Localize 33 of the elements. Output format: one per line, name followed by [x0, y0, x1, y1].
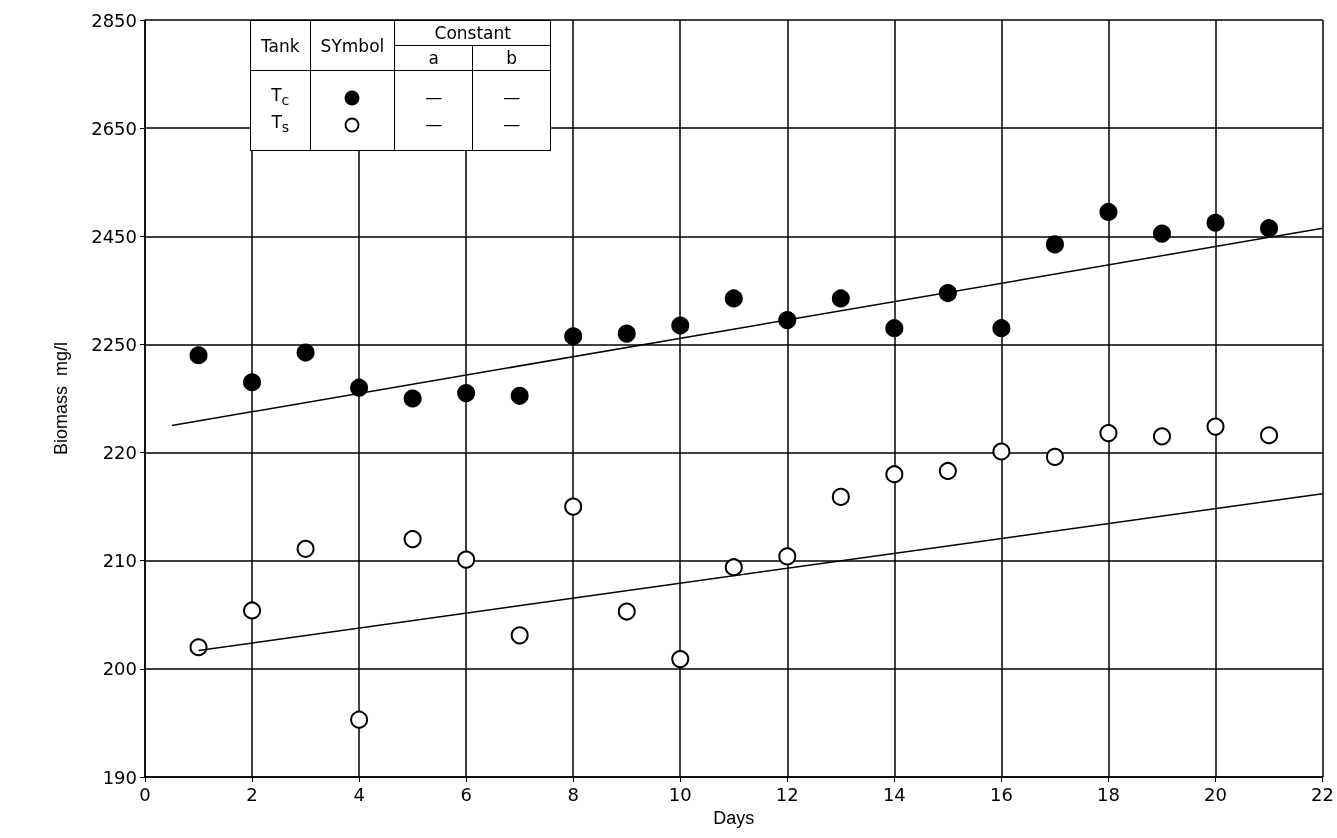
annotation: —	[394, 70, 473, 111]
annotation: b	[472, 45, 551, 71]
y-tick-label: 2450	[91, 225, 137, 247]
annotation: Constant	[394, 20, 551, 46]
x-tick-label: 18	[1097, 783, 1120, 805]
x-tick-label: 2	[246, 783, 258, 805]
x-tick-label: 4	[353, 783, 365, 805]
y2-tick-label: 210	[102, 550, 137, 572]
annotation: —	[394, 110, 473, 151]
y-tick-label: 2650	[91, 117, 137, 139]
x-tick-label: 0	[139, 783, 151, 805]
legend-label: T$_{s}$	[250, 110, 311, 151]
annotation: —	[472, 110, 551, 151]
x-tick-label: 12	[775, 783, 799, 805]
annotation: —	[472, 70, 551, 111]
y2-tick-label: 190	[102, 766, 137, 788]
annotation: Tank	[250, 20, 311, 71]
x-tick-label: 16	[989, 783, 1013, 805]
y2-tick-label: 220	[102, 442, 137, 464]
x-tick-label: 20	[1204, 783, 1227, 805]
annotation: a	[394, 45, 473, 71]
y-axis-title: Biomass mg/l	[51, 341, 71, 456]
annotation: SYmbol	[310, 20, 395, 71]
x-tick-label: 14	[882, 783, 906, 805]
x-tick-label: 6	[460, 783, 472, 805]
x-tick-label: 8	[567, 783, 579, 805]
y-tick-label: 2850	[91, 9, 137, 31]
legend-label: T$_{c}$	[250, 70, 311, 111]
y-tick-label: 2250	[91, 333, 137, 355]
y2-tick-label: 200	[102, 658, 137, 680]
x-axis-title: Days	[713, 808, 755, 828]
x-tick-label: 22	[1311, 783, 1334, 805]
x-tick-label: 10	[668, 783, 692, 805]
